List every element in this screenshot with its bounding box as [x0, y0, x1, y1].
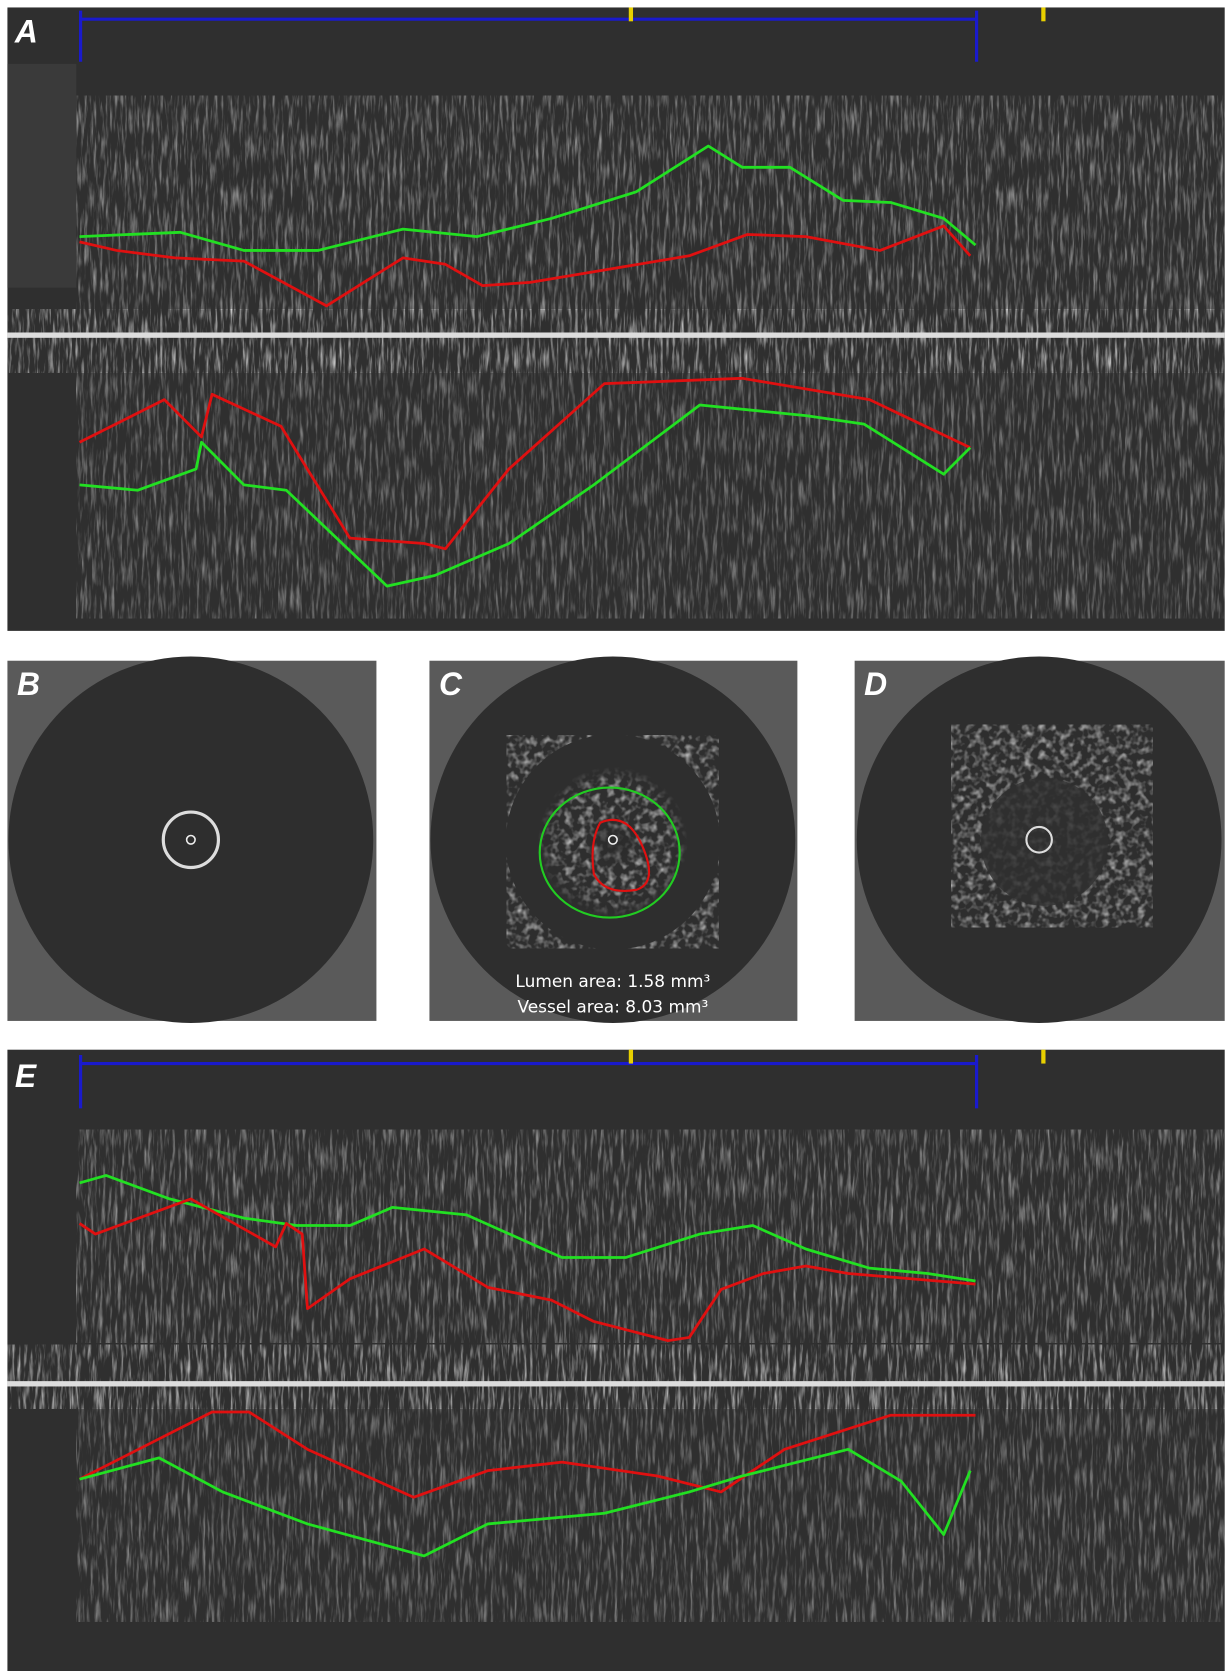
marker: [628, 1049, 634, 1064]
lumen-area: Lumen area: 1.58 mm³: [515, 972, 710, 992]
vessel-border: [79, 1447, 972, 1558]
texture: [76, 95, 1225, 310]
catheter-ring: [161, 810, 221, 870]
panel-d: D: [854, 656, 1225, 1024]
vessel-shade: [505, 734, 720, 950]
lumen: [980, 777, 1109, 906]
marker: [1041, 1049, 1046, 1064]
shadow: [7, 63, 77, 288]
vessel-area: Vessel area: 8.03 mm³: [517, 997, 708, 1017]
catheter: [1025, 825, 1053, 854]
panel-e: E: [7, 1049, 1225, 1671]
catheter-band: [7, 1344, 1225, 1409]
marker: [628, 7, 634, 22]
lumen-border: [78, 1410, 976, 1499]
catheter-line: [7, 332, 1225, 338]
panel-a: A: [7, 7, 1225, 631]
panel-b: B: [7, 656, 377, 1024]
vessel-contour: [538, 786, 681, 919]
marker: [1041, 7, 1046, 22]
texture: [76, 372, 1225, 619]
vessel-border: [79, 144, 977, 252]
catheter: [185, 834, 196, 845]
panel-label: C: [439, 666, 463, 702]
vessel-border: [79, 403, 972, 588]
range-bracket: [78, 1055, 979, 1109]
lumen-border: [78, 1197, 976, 1343]
texture: [76, 1129, 1225, 1343]
lumen-border: [78, 376, 971, 551]
range-bracket: [78, 10, 979, 62]
panel-label: D: [864, 666, 887, 702]
image-field: [8, 656, 374, 1024]
texture: [76, 1408, 1225, 1622]
panel-label: B: [17, 666, 40, 702]
catheter: [607, 834, 618, 845]
lumen-border: [79, 224, 972, 308]
catheter-band: [7, 309, 1225, 373]
panel-label: A: [14, 14, 38, 50]
panel-label: E: [15, 1058, 38, 1094]
panel-c: C Lumen area: 1.58 mm³ Vessel area: 8.03…: [429, 656, 798, 1024]
catheter-line: [7, 1381, 1225, 1387]
lumen-contour: [591, 818, 650, 892]
